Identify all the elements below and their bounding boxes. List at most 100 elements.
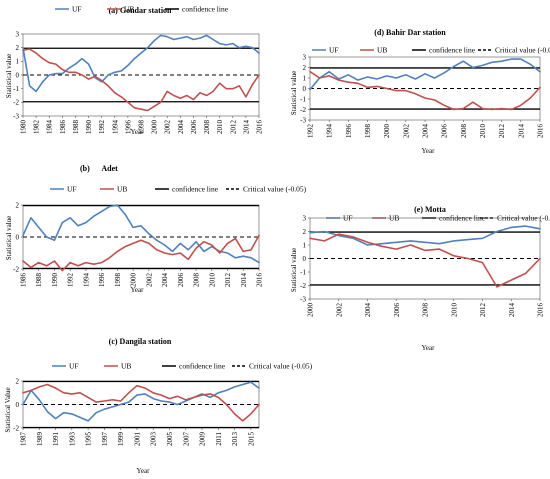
y-tick-label: 2 [16,377,20,385]
y-tick-label: 3 [303,53,307,61]
y-tick-label: -2 [13,265,19,273]
legend-label-crit: Critical value (-0.05) [495,46,550,55]
x-tick-label: 2007 [182,432,190,447]
series-line-uf [309,225,541,246]
x-tick-label: 2005 [166,432,174,447]
x-tick-label: 1980 [20,120,28,135]
x-axis-label: Year [422,344,436,352]
y-tick-label: -1 [300,268,306,276]
x-tick-label: 2012 [224,273,232,288]
x-tick-label: 1989 [36,432,44,447]
legend-label-ub: UB [377,46,387,55]
panel-title: (a) Gondar station [109,6,173,15]
y-tick-label: -3 [13,112,19,120]
y-tick-label: -2 [300,282,306,290]
series-line-uf [22,381,260,422]
series-line-ub [22,234,260,272]
y-tick-label: 3 [16,30,20,38]
x-tick-label: 2006 [177,273,185,288]
x-tick-label: 2011 [215,432,223,446]
x-tick-label: 1992 [307,124,315,139]
x-tick-label: 1994 [326,124,334,139]
x-tick-label: 1994 [82,273,90,288]
x-tick-label: 1988 [72,120,80,135]
x-tick-label: 2000 [383,124,391,139]
legend-label-uf: UF [329,46,339,55]
y-tick-label: -1 [13,85,19,93]
x-tick-label: 1986 [20,273,28,288]
series-line-ub [22,383,260,422]
x-tick-label: 2008 [460,124,468,139]
x-tick-label: 2002 [164,120,172,135]
y-tick-label: -2 [13,99,19,107]
x-tick-label: 1991 [52,432,60,447]
legend-label-uf: UF [67,185,77,194]
x-tick-label: 2000 [130,273,138,288]
y-tick-label: -1 [300,95,306,103]
x-tick-label: 2014 [242,120,250,135]
legend-label-crit: Critical value (-0.05) [243,185,307,194]
panel-title: (c) Dangila station [109,337,172,346]
legend-label-conf: confidence line [182,5,229,14]
x-tick-label: 1996 [98,273,106,288]
y-tick-label: 1 [303,74,307,82]
x-tick-label: 1986 [59,120,67,135]
x-tick-label: 1992 [98,120,106,135]
y-tick-label: 2 [303,64,307,72]
x-tick-label: 2012 [479,303,487,318]
x-axis-label: Year [422,147,436,155]
x-tick-label: 1987 [20,432,28,447]
y-axis-label: Statistical value [5,54,13,99]
x-tick-label: 2014 [508,303,516,318]
y-tick-label: 2 [16,201,20,209]
panel-title: (b) Adet [80,164,118,173]
x-tick-label: 1995 [85,432,93,447]
y-tick-label: 0 [303,255,307,263]
x-tick-label: 2000 [307,303,315,318]
y-tick-label: -2 [300,106,306,114]
x-tick-label: 1996 [345,124,353,139]
x-tick-label: 1990 [51,273,59,288]
panel-adet: (b) Adet UF UB confidence line Critical val… [5,164,307,294]
x-tick-label: 1993 [68,432,76,447]
x-axis-label: Year [137,467,151,475]
x-axis-label: Year [131,286,145,294]
plot-area: -3 -2 -1 0 1 2 3 2000 2002 2004 2006 2008 2010 2012 20… [300,214,544,317]
y-tick-label: -2 [13,424,19,432]
x-tick-label: 2010 [216,120,224,135]
legend: UF UB confidence line Critical value (-0.05… [312,46,550,55]
legend: UF UB confidence line [55,5,229,14]
x-tick-label: 2013 [231,432,239,447]
x-tick-label: 1997 [101,432,109,447]
x-tick-label: 2009 [199,432,207,447]
x-tick-label: 2004 [177,120,185,135]
y-axis-label: Statistical Value [4,387,12,432]
series-line-uf [22,204,260,264]
legend-label-crit: Critical value (-0.05) [249,362,313,371]
series-line-ub [309,70,541,111]
legend-label-ub: UB [117,185,127,194]
x-tick-label: 2008 [193,273,201,288]
x-tick-label: 2016 [537,303,545,318]
y-axis-label: Statistical value [290,71,298,116]
x-tick-label: 2001 [133,432,141,447]
x-tick-label: 2010 [208,273,216,288]
y-tick-label: 2 [303,228,307,236]
x-tick-label: 2012 [498,124,506,139]
x-tick-label: 2000 [151,120,159,135]
x-tick-label: 1982 [33,120,41,135]
x-tick-label: 2006 [393,303,401,318]
panel-title: (e) Motta [414,205,446,214]
x-tick-label: 1999 [117,432,125,447]
x-tick-label: 1998 [138,120,146,135]
x-tick-label: 2002 [145,273,153,288]
x-tick-label: 2003 [150,432,158,447]
y-axis-label: Statistical value [5,216,13,261]
panel-motta: (e) Motta UF UB confidence line Critical va… [290,205,550,352]
series-line-ub [22,48,260,112]
x-tick-label: 1990 [85,120,93,135]
x-tick-label: 2004 [161,273,169,288]
x-tick-label: 2008 [203,120,211,135]
x-tick-label: 2012 [229,120,237,135]
